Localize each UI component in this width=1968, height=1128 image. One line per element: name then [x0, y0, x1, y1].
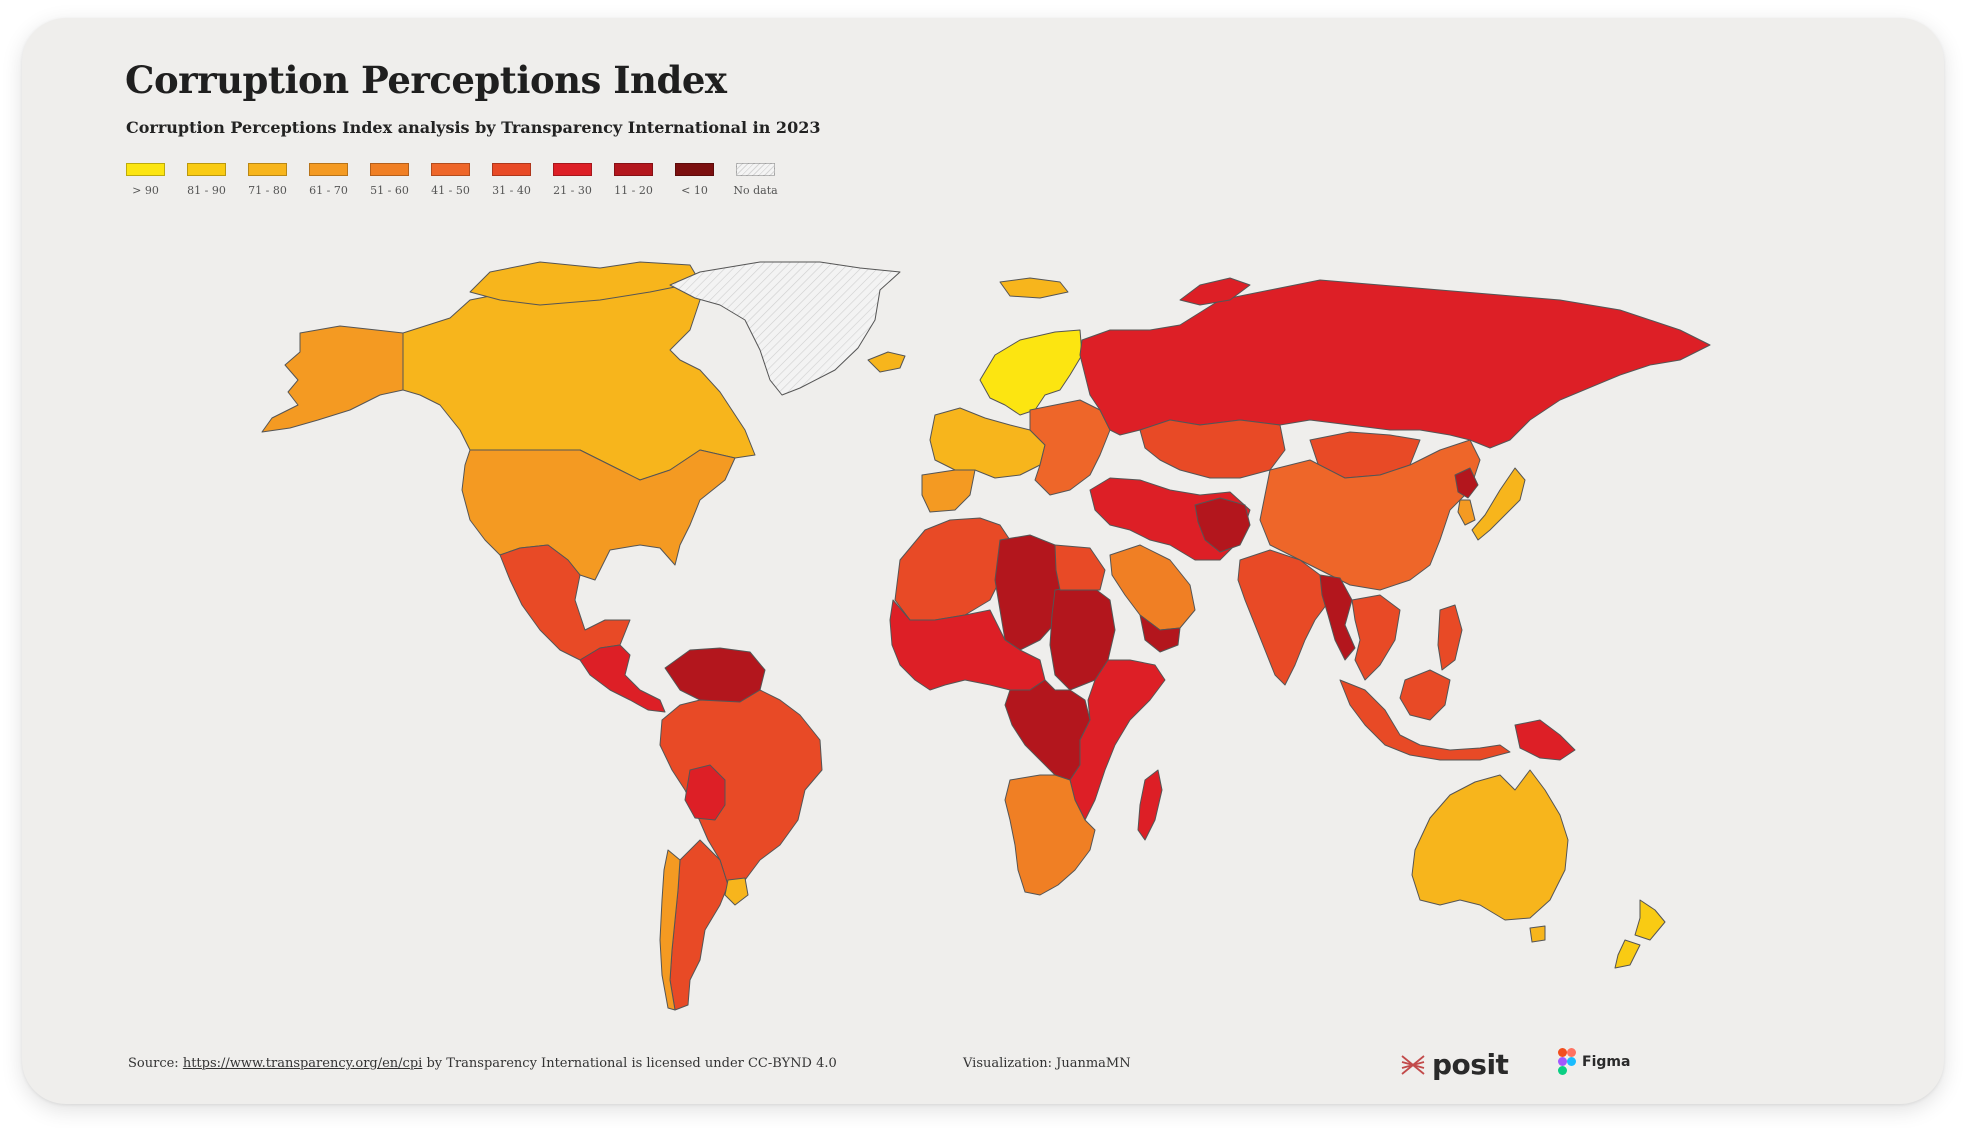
- region-russia-north[interactable]: [1179, 277, 1251, 306]
- region-china[interactable]: [1259, 439, 1481, 591]
- legend-label: 81 - 90: [187, 184, 226, 197]
- legend-swatch: [736, 163, 775, 176]
- legend-item: > 90: [126, 163, 187, 197]
- legend: > 90 81 - 90 71 - 80 61 - 70 51 - 60 41 - 50 3…: [126, 163, 797, 197]
- region-uruguay[interactable]: [724, 877, 749, 906]
- region-borneo[interactable]: [1399, 669, 1451, 721]
- posit-mark-icon: [1401, 1054, 1425, 1075]
- region-central-africa[interactable]: [1004, 679, 1091, 781]
- legend-swatch: [187, 163, 226, 176]
- region-saudi-arabia[interactable]: [1109, 544, 1196, 631]
- legend-item: 41 - 50: [431, 163, 492, 197]
- source-link[interactable]: https://www.transparency.org/en/cpi: [182, 1056, 423, 1071]
- legend-item: 71 - 80: [248, 163, 309, 197]
- legend-item: No data: [733, 163, 797, 197]
- page-subtitle: Corruption Perceptions Index analysis by…: [126, 118, 821, 137]
- legend-swatch: [126, 163, 165, 176]
- region-afghanistan[interactable]: [1194, 497, 1251, 553]
- source-credit: Source: https://www.transparency.org/en/…: [128, 1056, 837, 1071]
- region-myanmar[interactable]: [1319, 574, 1356, 661]
- legend-item: 81 - 90: [187, 163, 248, 197]
- legend-item: 21 - 30: [553, 163, 614, 197]
- region-greenland[interactable]: [669, 261, 901, 396]
- legend-label: 21 - 30: [553, 184, 592, 197]
- region-australia[interactable]: [1411, 769, 1569, 921]
- region-canada-islands[interactable]: [469, 261, 701, 306]
- region-iberia[interactable]: [921, 469, 976, 513]
- source-suffix: by Transparency International is license…: [426, 1056, 837, 1071]
- region-philippines[interactable]: [1437, 604, 1463, 671]
- region-kazakhstan[interactable]: [1139, 419, 1286, 479]
- figma-logo: Figma: [1558, 1048, 1630, 1075]
- region-north-africa[interactable]: [894, 517, 1011, 621]
- region-svalbard[interactable]: [999, 277, 1069, 299]
- legend-item: < 10: [675, 163, 736, 197]
- region-madagascar[interactable]: [1137, 769, 1163, 841]
- region-egypt[interactable]: [1054, 544, 1106, 591]
- legend-label: 11 - 20: [614, 184, 653, 197]
- visualization-credit: Visualization: JuanmaMN: [963, 1056, 1131, 1071]
- region-new-zealand[interactable]: [1614, 899, 1666, 969]
- region-yemen[interactable]: [1139, 614, 1181, 653]
- region-bolivia[interactable]: [684, 764, 726, 821]
- legend-label: 71 - 80: [248, 184, 287, 197]
- legend-label: 61 - 70: [309, 184, 348, 197]
- region-brazil[interactable]: [659, 689, 823, 886]
- region-nordics[interactable]: [979, 329, 1083, 416]
- legend-label: > 90: [132, 184, 159, 197]
- region-chile[interactable]: [659, 849, 681, 1011]
- region-india[interactable]: [1237, 549, 1331, 686]
- region-south-korea[interactable]: [1457, 499, 1476, 526]
- region-north-korea[interactable]: [1454, 467, 1479, 499]
- legend-label: 41 - 50: [431, 184, 470, 197]
- region-southern-africa[interactable]: [1004, 774, 1096, 896]
- source-prefix: Source:: [128, 1056, 179, 1071]
- legend-swatch: [675, 163, 714, 176]
- legend-item: 31 - 40: [492, 163, 553, 197]
- region-russia[interactable]: [1079, 279, 1711, 449]
- legend-swatch: [309, 163, 348, 176]
- region-southeast-asia[interactable]: [1351, 594, 1401, 681]
- region-tasmania[interactable]: [1529, 925, 1546, 943]
- legend-item: 51 - 60: [370, 163, 431, 197]
- legend-label: No data: [733, 184, 778, 197]
- region-papua-new-guinea[interactable]: [1514, 719, 1576, 761]
- legend-item: 11 - 20: [614, 163, 675, 197]
- region-central-america[interactable]: [579, 644, 666, 713]
- region-western-europe[interactable]: [929, 407, 1046, 479]
- region-iceland[interactable]: [867, 351, 906, 373]
- region-usa[interactable]: [461, 449, 736, 581]
- legend-label: 51 - 60: [370, 184, 409, 197]
- region-japan[interactable]: [1471, 467, 1526, 541]
- legend-swatch: [248, 163, 287, 176]
- region-indonesia[interactable]: [1339, 679, 1511, 761]
- legend-item: 61 - 70: [309, 163, 370, 197]
- posit-wordmark: posit: [1432, 1048, 1509, 1081]
- legend-swatch: [492, 163, 531, 176]
- legend-label: 31 - 40: [492, 184, 531, 197]
- legend-swatch: [553, 163, 592, 176]
- region-mexico[interactable]: [499, 544, 631, 661]
- region-libya[interactable]: [994, 534, 1061, 651]
- page-title: Corruption Perceptions Index: [125, 58, 727, 102]
- legend-swatch: [370, 163, 409, 176]
- region-east-africa[interactable]: [1069, 659, 1166, 821]
- legend-label: < 10: [681, 184, 708, 197]
- legend-swatch: [614, 163, 653, 176]
- legend-swatch: [431, 163, 470, 176]
- figma-wordmark: Figma: [1582, 1053, 1631, 1070]
- figma-mark-icon: [1558, 1048, 1576, 1075]
- region-alaska[interactable]: [261, 325, 404, 433]
- posit-logo: posit: [1400, 1048, 1509, 1081]
